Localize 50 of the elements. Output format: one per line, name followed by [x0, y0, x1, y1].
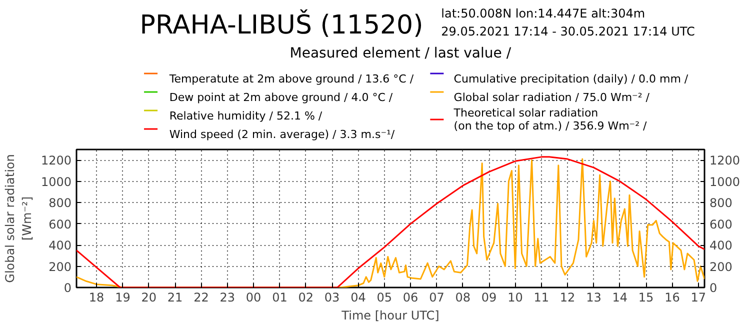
y2-tick-label: 600	[710, 217, 732, 232]
chart-title: PRAHA-LIBUŠ (11520)	[140, 8, 424, 40]
x-tick-label: 23	[220, 290, 236, 304]
x-tick-label: 04	[350, 290, 366, 304]
x-tick-label: 05	[376, 290, 392, 304]
y2-tick-label: 1200	[710, 154, 740, 168]
x-tick-label: 18	[88, 290, 104, 304]
x-tick-label: 07	[429, 290, 444, 304]
x-tick-label: 13	[586, 290, 602, 304]
legend-label: Temperatute at 2m above ground / 13.6 °C /	[168, 72, 414, 86]
y-tick-label: 0	[64, 281, 72, 295]
legend-title: Measured element / last value /	[290, 46, 512, 62]
x-tick-label: 03	[324, 290, 340, 304]
legend-label: Theoretical solar radiation (on the top of atm.) / 356.9 Wm⁻² /	[452, 106, 648, 132]
y-tick-label: 800	[48, 196, 72, 210]
x-tick-label: 19	[115, 290, 130, 304]
y-tick-label: 1200	[40, 154, 72, 168]
x-tick-label: 20	[141, 290, 157, 304]
chart-subtitle: lat:50.008N lon:14.447E alt:304m 29.05.2021 17:14 - 30.05.2021 17:14 UTC	[441, 6, 695, 39]
x-tick-label: 01	[272, 290, 288, 304]
y-tick-label: 400	[48, 238, 72, 253]
y-tick-label: 600	[48, 217, 72, 232]
y-axis-title: Global solar radiation [Wm⁻²]	[3, 154, 34, 283]
x-axis-title: Time [hour UTC]	[340, 308, 440, 322]
x-tick-label: 06	[402, 290, 418, 304]
x-tick-label: 12	[560, 290, 576, 304]
x-tick-label: 14	[612, 290, 628, 304]
x-tick-label: 02	[298, 290, 314, 304]
y2-tick-label: 400	[710, 238, 732, 253]
x-tick-label: 00	[246, 290, 262, 304]
x-tick-label: 11	[534, 290, 550, 304]
legend-label: Dew point at 2m above ground / 4.0 °C /	[169, 91, 393, 104]
x-tick-label: 09	[481, 290, 497, 304]
y-tick-label: 1000	[40, 174, 72, 189]
x-tick-label: 17	[690, 290, 706, 304]
x-tick-label: 08	[455, 290, 471, 304]
x-tick-label: 16	[664, 290, 680, 304]
y2-tick-label: 200	[710, 260, 732, 274]
x-tick-label: 21	[167, 290, 183, 304]
y-tick-label: 200	[48, 260, 72, 274]
legend-label: Cumulative precipitation (daily) / 0.0 mm /	[454, 72, 688, 86]
y2-tick-label: 1000	[710, 174, 740, 189]
legend-label: Global solar radiation / 75.0 Wm⁻² /	[454, 91, 650, 104]
x-tick-label: 15	[638, 290, 654, 304]
y2-tick-label: 0	[710, 281, 718, 295]
y2-tick-label: 800	[710, 196, 732, 210]
x-tick-label: 22	[194, 290, 209, 304]
x-tick-label: 10	[508, 290, 523, 304]
legend-label: Wind speed (2 min. average) / 3.3 m.s⁻¹/	[169, 128, 395, 141]
legend-label: Relative humidity / 52.1 % /	[169, 110, 322, 122]
